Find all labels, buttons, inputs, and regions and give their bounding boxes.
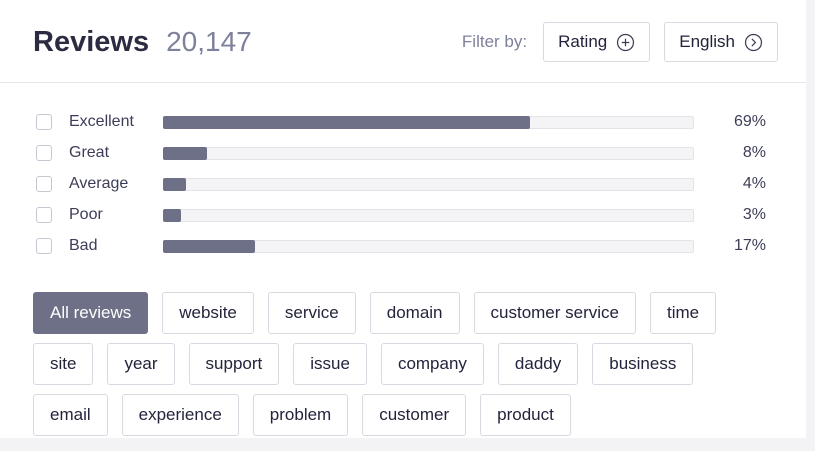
rating-bar-track [163, 115, 694, 129]
tag-button[interactable]: website [162, 292, 254, 334]
reviews-count: 20,147 [166, 26, 252, 57]
rating-checkbox[interactable] [36, 145, 52, 161]
rating-percent: 69% [733, 113, 766, 130]
rating-label: Poor [69, 206, 103, 223]
rating-checkbox[interactable] [36, 238, 52, 254]
tag-button[interactable]: daddy [497, 343, 579, 385]
tag-button[interactable]: support [188, 343, 280, 385]
chevron-right-circle-icon [744, 33, 763, 52]
rating-row: Great 8% [36, 144, 766, 162]
language-filter-label: English [679, 32, 735, 51]
rating-percent: 4% [742, 175, 766, 192]
tag-button[interactable]: time [650, 292, 717, 334]
rating-bar-track [163, 146, 694, 160]
rating-percent: 3% [742, 206, 766, 223]
rating-label: Average [69, 175, 129, 192]
tag-button[interactable]: domain [369, 292, 460, 334]
reviews-header: Reviews 20,147 Filter by: Rating English [0, 0, 806, 82]
rating-label: Great [69, 144, 110, 161]
rating-row: Poor 3% [36, 206, 766, 224]
tag-button[interactable]: year [107, 343, 175, 385]
tag-button[interactable]: email [33, 394, 108, 436]
ratings-list: Excellent 69% Great 8% Average 4% Poor 3… [0, 83, 806, 255]
rating-percent: 17% [733, 237, 766, 254]
language-filter-button[interactable]: English [664, 22, 778, 62]
rating-bar-fill [163, 146, 208, 160]
plus-circle-icon [616, 33, 635, 52]
tag-button[interactable]: experience [121, 394, 239, 436]
rating-bar-track [163, 239, 694, 253]
page-title: Reviews [33, 25, 150, 58]
rating-bar-fill [163, 177, 187, 191]
rating-filter-button[interactable]: Rating [543, 22, 651, 62]
tag-button[interactable]: customer service [473, 292, 636, 334]
rating-label: Excellent [69, 113, 134, 130]
rating-bar-fill [163, 208, 181, 222]
tag-button[interactable]: site [33, 343, 94, 385]
tag-button[interactable]: business [592, 343, 694, 385]
header-divider [0, 82, 806, 83]
rating-filter-label: Rating [558, 32, 608, 51]
tags-list: All reviews website service domain custo… [0, 268, 790, 436]
rating-label: Bad [69, 237, 98, 254]
tag-button[interactable]: issue [293, 343, 367, 385]
tag-button[interactable]: company [380, 343, 484, 385]
rating-row: Bad 17% [36, 237, 766, 255]
rating-bar-fill [163, 239, 255, 253]
tag-button[interactable]: problem [252, 394, 349, 436]
tag-button[interactable]: customer [362, 394, 467, 436]
rating-percent: 8% [742, 144, 766, 161]
rating-bar-track [163, 208, 694, 222]
reviews-panel: Reviews 20,147 Filter by: Rating English [0, 0, 806, 438]
rating-row: Average 4% [36, 175, 766, 193]
rating-row: Excellent 69% [36, 113, 766, 131]
filter-by-label: Filter by: [461, 32, 528, 51]
rating-checkbox[interactable] [36, 114, 52, 130]
tag-button[interactable]: product [480, 394, 571, 436]
tag-button[interactable]: All reviews [33, 292, 149, 334]
rating-checkbox[interactable] [36, 176, 52, 192]
rating-checkbox[interactable] [36, 207, 52, 223]
tag-button[interactable]: service [267, 292, 356, 334]
rating-bar-track [163, 177, 694, 191]
rating-bar-fill [163, 115, 530, 129]
